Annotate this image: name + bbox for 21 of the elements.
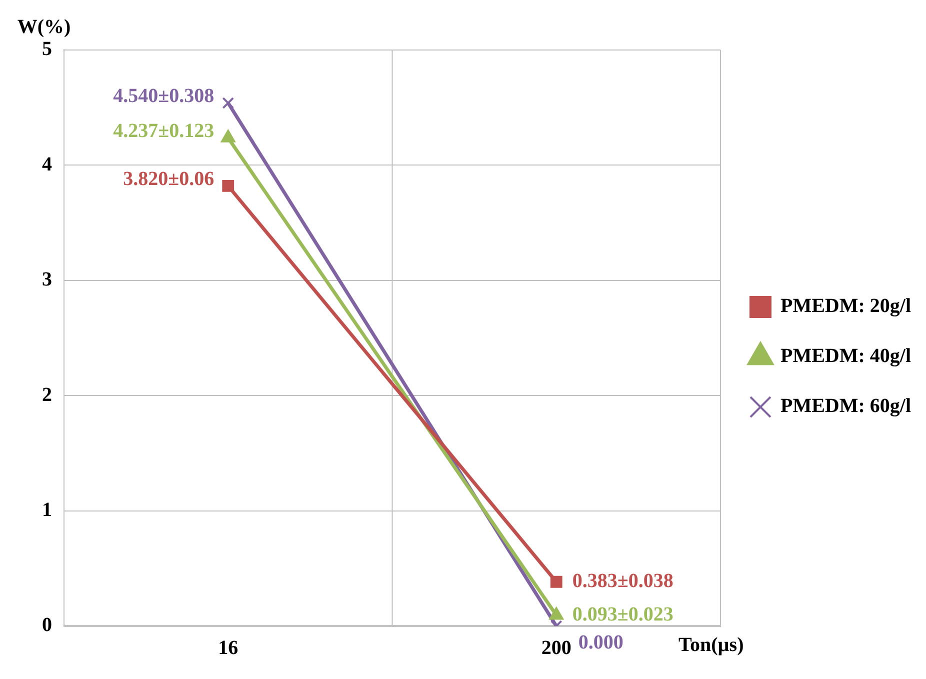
data-label: 4.540±0.308: [113, 85, 214, 108]
x-tick-label: 16: [218, 637, 238, 660]
y-tick-label: 1: [42, 498, 52, 521]
y-axis-title: W(%): [17, 16, 71, 38]
x-axis-title: Ton(µs): [678, 634, 744, 656]
legend-label: PMEDM: 40g/l: [780, 345, 912, 368]
data-label: 0.383±0.038: [572, 570, 674, 592]
y-tick-label: 4: [42, 153, 52, 176]
legend-label: PMEDM: 60g/l: [780, 395, 912, 418]
data-label: 0.093±0.023: [572, 603, 674, 626]
y-tick-label: 5: [42, 38, 52, 60]
y-tick-label: 2: [42, 384, 52, 406]
point: [222, 180, 234, 192]
data-label: 0.000: [578, 631, 624, 654]
y-tick-label: 3: [42, 268, 52, 291]
data-label: 3.820±0.06: [123, 168, 214, 190]
data-label: 4.237±0.123: [113, 120, 214, 142]
y-tick-label: 0: [42, 614, 52, 636]
point: [222, 97, 234, 109]
x-tick-label: 200: [541, 637, 572, 660]
legend-label: PMEDM: 20g/l: [780, 295, 912, 318]
